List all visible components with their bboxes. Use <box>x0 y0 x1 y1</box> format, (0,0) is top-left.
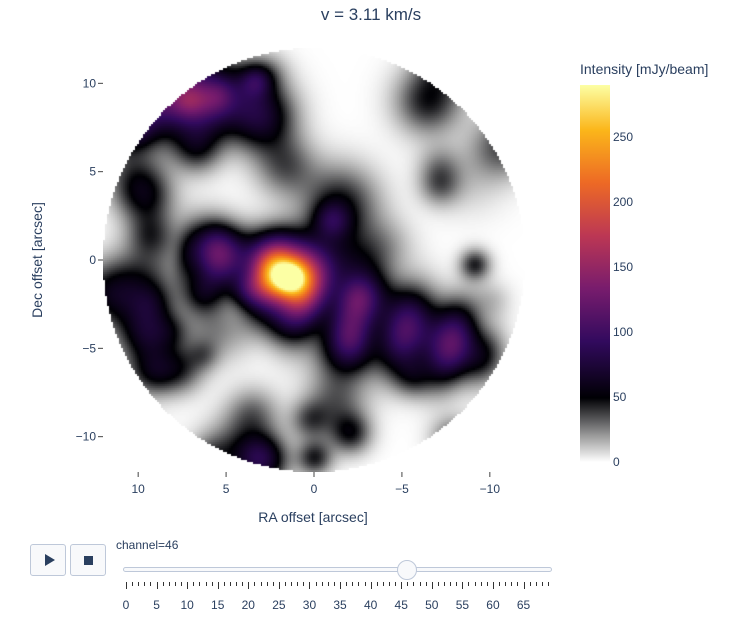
colorbar-tick-label: 250 <box>613 130 633 144</box>
heatmap-image[interactable] <box>103 48 525 472</box>
channel-slider-handle[interactable] <box>397 560 418 580</box>
colorbar-tick-label: 50 <box>613 390 627 404</box>
y-axis: 10 5 0 −5 −10 <box>76 76 103 444</box>
slider-current-value: channel=46 <box>116 538 179 552</box>
x-tick-label: 5 <box>223 482 230 496</box>
colorbar-gradient <box>580 85 610 462</box>
channel-slider-track[interactable] <box>123 567 552 572</box>
chart-title: v = 3.11 km/s <box>321 5 421 24</box>
x-tick-label: −10 <box>480 482 501 496</box>
y-tick-label: −10 <box>76 430 97 444</box>
x-tick-label: 10 <box>131 482 145 496</box>
y-tick-label: 10 <box>83 76 97 90</box>
play-button[interactable] <box>30 544 66 576</box>
colorbar-title: Intensity [mJy/beam] <box>580 61 708 77</box>
y-tick-label: −5 <box>82 341 96 355</box>
stop-icon <box>83 555 93 565</box>
y-axis-title: Dec offset [arcsec] <box>29 202 45 318</box>
x-tick-label: 0 <box>311 482 318 496</box>
x-axis: 10 5 0 −5 −10 <box>131 472 500 496</box>
y-tick-label: 0 <box>89 253 96 267</box>
colorbar: Intensity [mJy/beam] 0 50 100 150 200 250 <box>580 61 708 469</box>
y-tick-label: 5 <box>89 165 96 179</box>
colorbar-tick-label: 0 <box>613 455 620 469</box>
colorbar-tick-label: 200 <box>613 195 633 209</box>
stop-button[interactable] <box>70 544 106 576</box>
colorbar-tick-label: 100 <box>613 325 633 339</box>
colorbar-tick-label: 150 <box>613 260 633 274</box>
play-icon <box>44 554 55 566</box>
x-tick-label: −5 <box>395 482 409 496</box>
x-axis-title: RA offset [arcsec] <box>258 509 367 525</box>
